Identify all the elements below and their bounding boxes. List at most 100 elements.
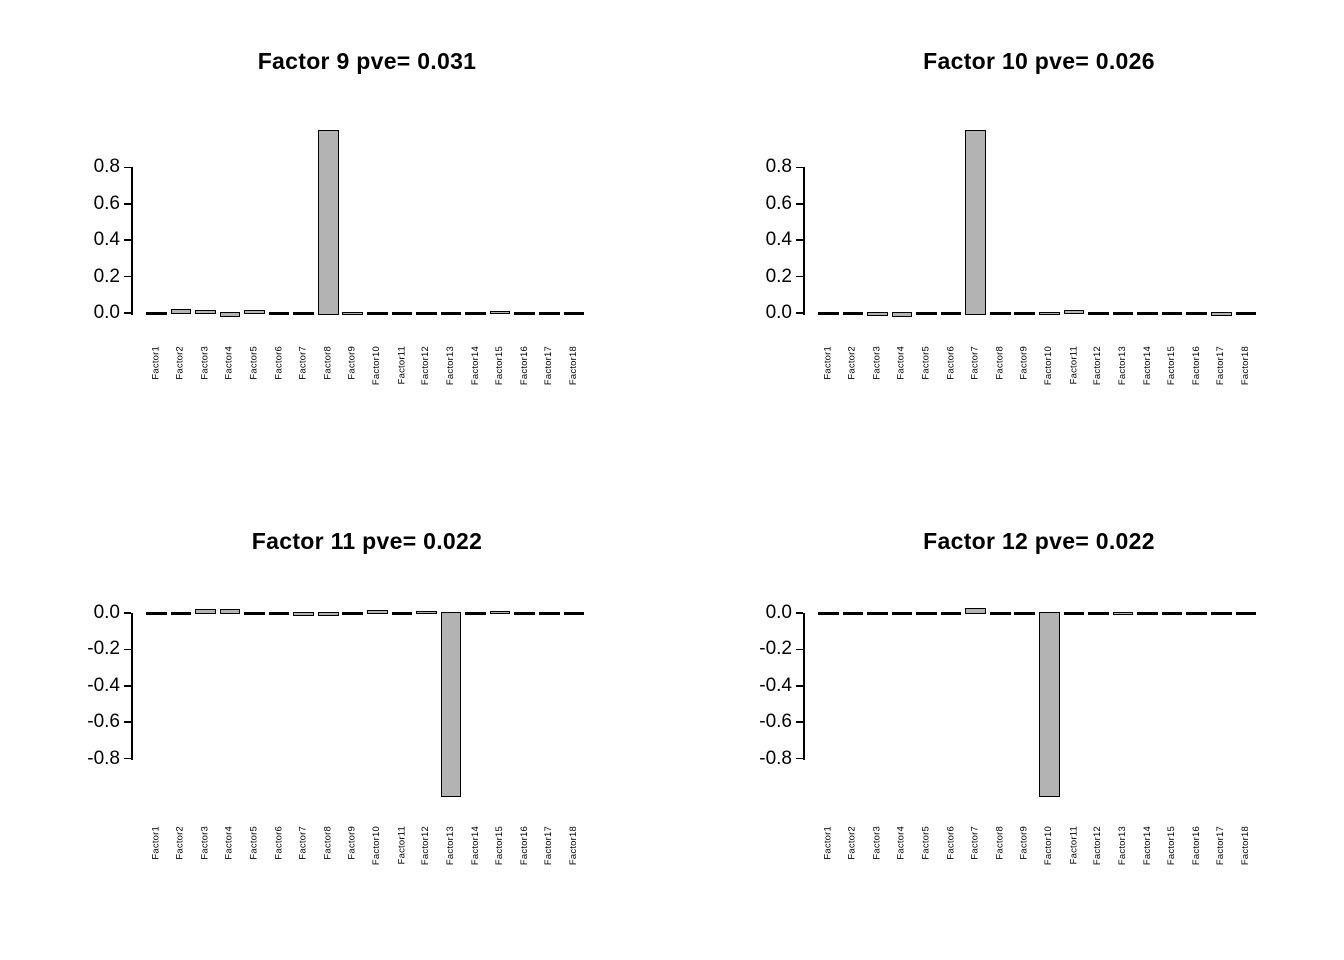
bar-Factor16	[514, 611, 535, 615]
bar-Factor11	[1063, 611, 1085, 615]
y-axis-tick-label: 0.2	[765, 265, 792, 287]
bar-Factor9	[1014, 611, 1036, 615]
bar-Factor16	[514, 311, 535, 315]
bar-Factor7	[293, 311, 314, 315]
bar-Factor14	[465, 611, 486, 615]
y-axis-tick	[796, 312, 804, 314]
y-axis-tick	[124, 684, 132, 687]
x-axis-label-Factor2: Factor2	[174, 346, 186, 380]
y-axis-tick	[796, 612, 804, 614]
y-axis-tick-label: 0.0	[765, 302, 792, 323]
bar-Factor9	[342, 311, 364, 316]
bar-Factor17	[1210, 311, 1232, 317]
y-axis-tick	[796, 721, 804, 724]
y-axis-line	[803, 167, 805, 315]
x-axis-label-Factor17: Factor17	[1215, 346, 1227, 386]
bar-Factor10	[367, 311, 388, 315]
y-axis-tick-label: -0.8	[87, 747, 120, 769]
y-axis-tick	[124, 166, 132, 169]
x-axis-label-Factor14: Factor14	[469, 346, 481, 386]
bar-Factor5	[244, 310, 265, 315]
x-axis-label-Factor2: Factor2	[174, 826, 186, 860]
x-axis-label-Factor13: Factor13	[1117, 346, 1129, 386]
x-axis-label-Factor5: Factor5	[248, 826, 260, 860]
x-axis-label-Factor8: Factor8	[322, 346, 334, 380]
x-axis-label-Factor12: Factor12	[420, 826, 432, 866]
bar-Factor11	[391, 611, 413, 615]
x-axis-label-Factor5: Factor5	[248, 346, 260, 380]
y-axis-tick-label: 0.4	[765, 229, 792, 251]
bar-Factor14	[1137, 311, 1158, 315]
x-axis-label-Factor10: Factor10	[1043, 346, 1055, 386]
bar-Factor15	[489, 610, 511, 615]
bar-Factor16	[1186, 611, 1207, 615]
x-axis-label-Factor6: Factor6	[945, 346, 957, 380]
bar-Factor18	[1235, 611, 1257, 615]
chart-title: Factor 11 pve= 0.022	[251, 528, 483, 554]
bar-Factor13	[1112, 611, 1134, 616]
y-axis-tick-label: -0.8	[759, 747, 792, 769]
bar-Factor17	[538, 311, 560, 315]
y-axis-tick	[124, 757, 132, 760]
x-axis-label-Factor3: Factor3	[199, 826, 211, 860]
y-axis-tick	[124, 239, 132, 242]
y-axis-tick	[796, 202, 804, 205]
y-axis-tick-label: 0.2	[93, 265, 120, 287]
bar-Factor2	[170, 309, 192, 315]
bar-Factor11	[391, 311, 413, 315]
y-axis-line	[803, 613, 805, 761]
x-axis-label-Factor10: Factor10	[371, 826, 383, 866]
chart-title: Factor 10 pve= 0.026	[923, 48, 1155, 74]
x-axis-label-Factor10: Factor10	[1043, 826, 1055, 866]
x-axis-label-Factor11: Factor11	[1067, 346, 1079, 385]
y-axis-tick-label: -0.4	[87, 674, 120, 696]
y-axis-tick	[124, 275, 132, 278]
x-axis-label-Factor16: Factor16	[518, 346, 530, 386]
bar-Factor6	[268, 311, 290, 315]
x-axis-label-Factor3: Factor3	[871, 826, 883, 860]
x-axis-label-Factor12: Factor12	[1092, 346, 1104, 386]
x-axis-label-Factor7: Factor7	[969, 826, 981, 860]
x-axis-label-Factor2: Factor2	[846, 346, 858, 380]
x-axis-label-Factor7: Factor7	[297, 826, 309, 860]
x-axis-label-Factor7: Factor7	[969, 346, 981, 380]
bar-Factor18	[1235, 311, 1257, 315]
bar-Factor13	[440, 311, 462, 315]
x-axis-label-Factor1: Factor1	[822, 826, 834, 860]
bar-Factor17	[1210, 611, 1232, 615]
bar-Factor7	[965, 129, 986, 315]
bar-Factor4	[219, 608, 241, 615]
bar-Factor12	[416, 311, 437, 315]
y-axis-tick	[796, 239, 804, 242]
x-axis-label-Factor1: Factor1	[150, 346, 162, 380]
x-axis-label-Factor16: Factor16	[1190, 346, 1202, 386]
bar-Factor9	[342, 611, 364, 615]
bar-Factor15	[1161, 611, 1183, 615]
x-axis-label-Factor3: Factor3	[871, 346, 883, 380]
y-axis-tick	[124, 312, 132, 314]
y-axis-tick-label: -0.4	[759, 674, 792, 696]
bar-Factor14	[1137, 611, 1158, 615]
x-axis-label-Factor12: Factor12	[420, 346, 432, 386]
y-axis-tick-label: -0.2	[759, 638, 792, 660]
x-axis-label-Factor8: Factor8	[994, 346, 1006, 380]
x-axis-label-Factor14: Factor14	[1141, 346, 1153, 386]
x-axis-label-Factor11: Factor11	[395, 826, 407, 865]
bar-Factor6	[940, 311, 962, 315]
y-axis-tick-label: 0.8	[93, 156, 120, 178]
y-axis-tick-label: 0.6	[765, 192, 792, 214]
bar-Factor3	[867, 611, 888, 615]
x-axis-label-Factor17: Factor17	[1215, 826, 1227, 866]
panel-factor-12: Factor 12 pve= 0.022 0.0 -0.2 -0.4 -0.6 -0.8…	[672, 480, 1344, 960]
bar-Factor1	[146, 611, 167, 615]
x-axis-label-Factor4: Factor4	[895, 826, 907, 860]
y-axis-line	[131, 167, 133, 315]
bar-Factor5	[916, 611, 937, 615]
bar-Factor8	[317, 611, 339, 616]
bar-Factor3	[867, 311, 888, 317]
chart-title: Factor 12 pve= 0.022	[923, 528, 1155, 554]
bar-Factor3	[195, 309, 216, 315]
x-axis-label-Factor13: Factor13	[445, 346, 457, 386]
bar-Factor11	[1063, 310, 1085, 315]
